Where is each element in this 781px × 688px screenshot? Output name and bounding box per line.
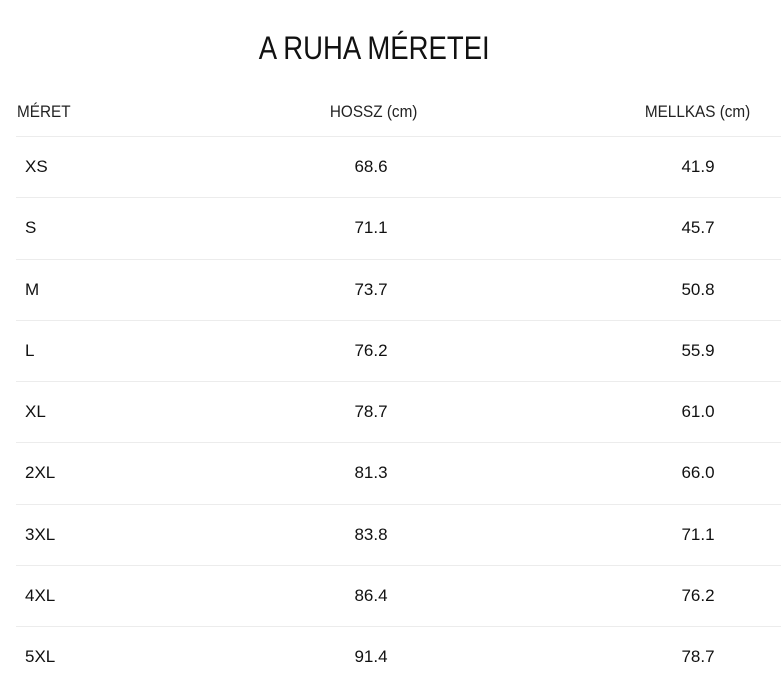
table-row: XL 78.7 61.0 (16, 381, 781, 442)
table-row: L 76.2 55.9 (16, 319, 781, 381)
chest-cell: 45.7 (681, 218, 715, 238)
length-cell: 71.1 (354, 218, 388, 238)
length-cell: 76.2 (354, 340, 388, 360)
chest-cell: 78.7 (681, 647, 715, 667)
length-cell: 68.6 (354, 157, 388, 176)
chest-cell: 66.0 (681, 463, 715, 483)
chest-cell: 76.2 (681, 586, 715, 606)
page-title: A RUHA MÉRETEI (0, 28, 748, 68)
length-cell: 78.7 (354, 402, 388, 422)
table-row: 3XL 83.8 71.1 (16, 503, 781, 565)
length-cell: 91.4 (354, 647, 388, 667)
header-chest-text: MELLKAS (cm) (644, 102, 751, 121)
header-size-text: MÉRET (17, 102, 71, 121)
size-cell: XS (25, 157, 48, 176)
size-cell: XL (25, 402, 46, 422)
length-cell: 86.4 (354, 586, 388, 606)
length-cell: 73.7 (354, 279, 388, 299)
chest-cell: 50.8 (681, 279, 715, 299)
length-cell: 83.8 (354, 524, 388, 544)
length-cell: 81.3 (354, 463, 388, 483)
size-cell: 5XL (25, 647, 56, 667)
size-cell: L (25, 340, 35, 360)
chest-cell: 41.9 (681, 157, 715, 176)
size-table: XS 68.6 41.9 S 71.1 45.7 M 73.7 50.8 L 76.2 55.9 XL 7… (16, 136, 781, 688)
chest-cell: 55.9 (681, 340, 715, 360)
page-title-text: A RUHA MÉRETEI (258, 30, 490, 66)
chest-cell: 71.1 (681, 524, 715, 544)
header-chest: MELLKAS (cm) (620, 100, 775, 124)
table-row: M 73.7 50.8 (16, 258, 781, 320)
table-row: 2XL 81.3 66.0 (16, 442, 781, 503)
header-size: MÉRET (17, 100, 77, 124)
size-cell: 4XL (25, 586, 56, 606)
table-row: S 71.1 45.7 (16, 197, 781, 258)
table-row: 4XL 86.4 76.2 (16, 565, 781, 626)
header-length-text: HOSSZ (cm) (330, 102, 418, 121)
chest-cell: 61.0 (681, 402, 715, 422)
table-row: 5XL 91.4 78.7 (16, 626, 781, 687)
size-cell: S (25, 218, 37, 238)
header-length: HOSSZ (cm) (300, 100, 448, 124)
table-row: XS 68.6 41.9 (16, 136, 781, 197)
size-cell: 2XL (25, 463, 56, 483)
size-cell: 3XL (25, 524, 56, 544)
size-cell: M (25, 279, 40, 299)
